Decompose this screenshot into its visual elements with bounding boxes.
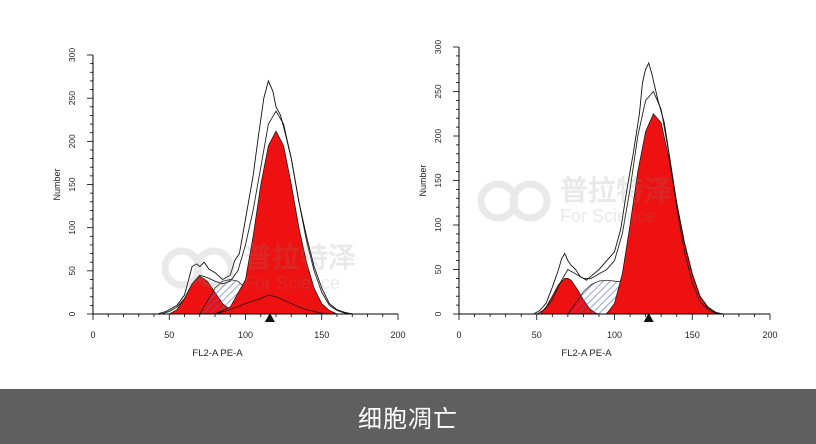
y-tick-label: 0 <box>67 311 77 316</box>
raw-histogram-line <box>156 79 353 315</box>
y-tick-label: 150 <box>433 173 443 187</box>
x-tick-label: 200 <box>390 330 405 340</box>
red-component-area <box>214 294 330 315</box>
left-histogram: 0 50 100 150 200 0 50 100 150 200 250 300 FL2-A PE-A… <box>52 48 406 359</box>
y-tick-label: 200 <box>433 129 443 143</box>
y-tick-label: 100 <box>67 220 77 234</box>
caption-bar: 细胞凋亡 <box>0 389 816 444</box>
raw-histogram-line <box>533 61 721 315</box>
y-tick-label: 100 <box>433 218 443 232</box>
x-tick-label: 150 <box>314 330 329 340</box>
y-tick-label: 200 <box>67 134 77 148</box>
y-tick-label: 300 <box>433 40 443 54</box>
gate-marker-icon <box>264 313 275 322</box>
caption-text: 细胞凋亡 <box>358 405 458 433</box>
gate-marker-icon <box>643 313 654 322</box>
x-axis-label: FL2-A PE-A <box>192 348 243 359</box>
x-axis-label: FL2-A PE-A <box>561 348 612 359</box>
y-tick-label: 0 <box>433 311 443 316</box>
y-tick-label: 300 <box>67 48 77 62</box>
fit-curve-line <box>536 90 724 315</box>
y-tick-label: 150 <box>67 177 77 191</box>
x-tick-label: 50 <box>164 330 174 340</box>
x-tick-label: 150 <box>685 330 700 340</box>
fit-curve-line <box>161 110 353 315</box>
y-tick-label: 50 <box>67 266 77 276</box>
y-tick-label: 50 <box>433 265 443 275</box>
y-axis-label: Number <box>52 168 62 200</box>
y-tick-label: 250 <box>433 84 443 98</box>
x-tick-label: 50 <box>532 330 542 340</box>
x-tick-label: 100 <box>238 330 253 340</box>
right-histogram: 0 50 100 150 200 0 50 100 150 200 250 300 FL2-A PE-A… <box>418 40 778 359</box>
y-tick-label: 250 <box>67 91 77 105</box>
red-component-area <box>606 113 724 315</box>
x-tick-label: 200 <box>762 330 777 340</box>
x-tick-label: 0 <box>90 330 95 340</box>
x-tick-label: 100 <box>607 330 622 340</box>
y-axis-label: Number <box>418 164 428 196</box>
histogram-figure: 0 50 100 150 200 0 50 100 150 200 250 300 FL2-A PE-A… <box>52 40 778 359</box>
x-tick-label: 0 <box>456 330 461 340</box>
red-component-area <box>214 130 338 315</box>
